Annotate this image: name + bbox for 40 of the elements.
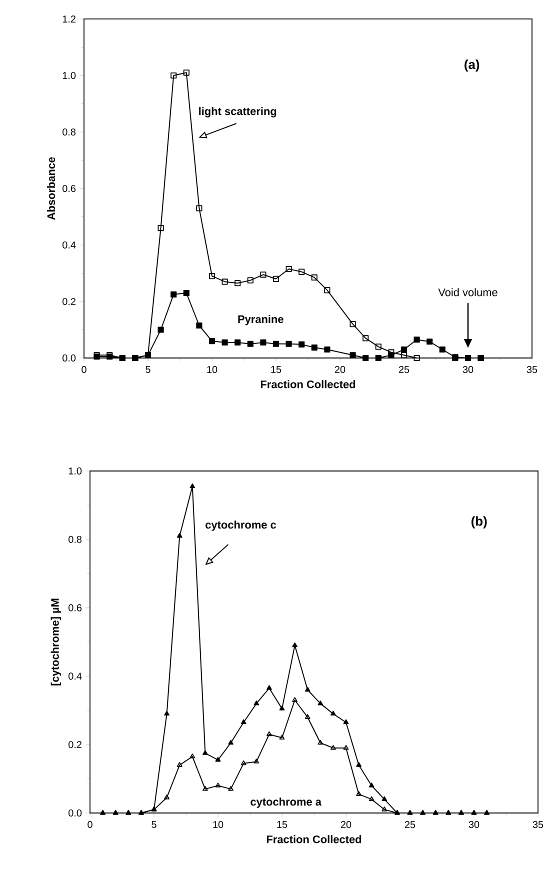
x-tick-label: 10 bbox=[207, 366, 218, 374]
x-axis-title: Fraction Collected bbox=[266, 835, 362, 844]
y-tick-label: 0.4 bbox=[68, 672, 82, 680]
y-tick-label: 0.0 bbox=[68, 809, 82, 817]
x-tick-label: 5 bbox=[146, 366, 150, 373]
y-tick-label: 0.2 bbox=[62, 298, 76, 306]
y-tick-label: 1.2 bbox=[62, 16, 76, 22]
y-tick-label: 0.8 bbox=[68, 536, 82, 543]
annotation: (b) bbox=[472, 516, 487, 528]
series-label: Pyranine bbox=[238, 315, 284, 326]
x-tick-label: 20 bbox=[341, 821, 352, 828]
x-tick-label: 5 bbox=[152, 821, 156, 828]
x-tick-label: 35 bbox=[532, 821, 544, 828]
x-tick-label: 0 bbox=[82, 366, 86, 374]
series-label: cytochrome c bbox=[206, 520, 276, 531]
y-tick-label: 0.6 bbox=[62, 184, 76, 192]
y-tick-label: 1.0 bbox=[62, 72, 76, 80]
y-axis-title: [cytochrome] µM bbox=[50, 598, 62, 686]
y-tick-label: 0.4 bbox=[62, 241, 76, 249]
annotation: Void volume bbox=[438, 288, 498, 296]
x-tick-label: 35 bbox=[526, 366, 538, 374]
y-tick-label: 0.0 bbox=[62, 354, 76, 362]
x-tick-label: 25 bbox=[405, 821, 416, 828]
x-tick-label: 30 bbox=[462, 366, 474, 374]
y-tick-label: 0.6 bbox=[68, 604, 82, 612]
x-tick-label: 15 bbox=[277, 821, 288, 828]
x-tick-label: 30 bbox=[468, 821, 480, 828]
x-tick-label: 20 bbox=[335, 366, 346, 374]
x-axis-title: Fraction Collected bbox=[261, 380, 356, 388]
x-tick-label: 15 bbox=[271, 366, 282, 373]
y-axis-title: Absorbance bbox=[47, 157, 56, 220]
x-tick-label: 0 bbox=[88, 821, 92, 828]
x-tick-label: 10 bbox=[213, 821, 224, 828]
series-label: light scattering bbox=[199, 107, 276, 118]
annotation: (a) bbox=[464, 60, 480, 72]
y-tick-label: 0.2 bbox=[68, 741, 82, 748]
series-label: cytochrome a bbox=[250, 798, 322, 808]
y-tick-label: 1.0 bbox=[68, 467, 82, 475]
x-tick-label: 25 bbox=[399, 366, 410, 374]
y-tick-label: 0.8 bbox=[62, 128, 76, 136]
